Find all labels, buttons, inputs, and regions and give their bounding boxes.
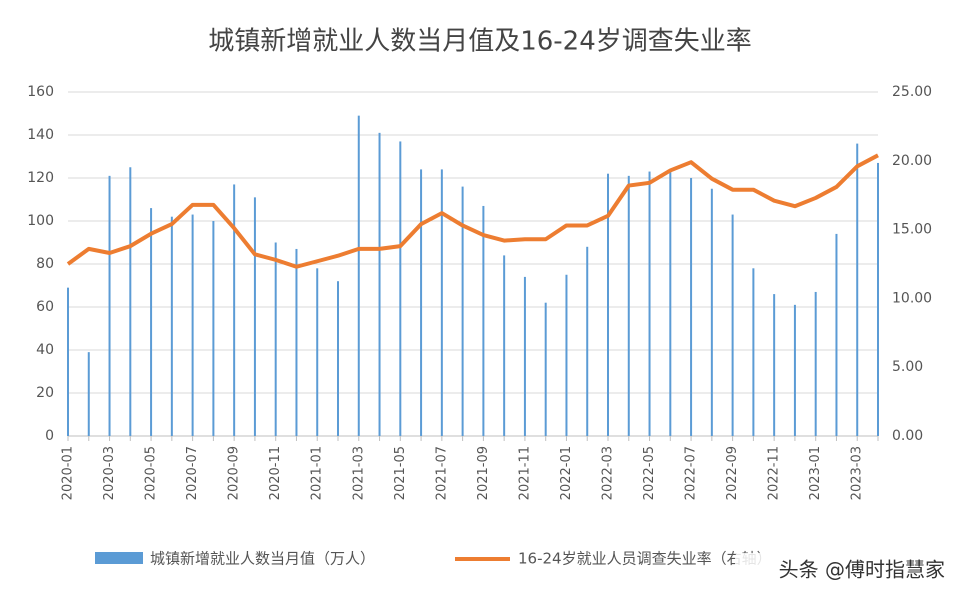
bar <box>544 302 547 436</box>
y-tick-label: 60 <box>36 299 54 315</box>
bar <box>503 255 506 436</box>
bar <box>399 141 402 436</box>
y-tick-label: 0 <box>45 428 54 444</box>
x-tick-label: 2021-09 <box>476 446 491 500</box>
x-tick-label: 2020-11 <box>268 446 283 500</box>
y-tick-label: 120 <box>27 170 54 186</box>
x-tick-label: 2020-07 <box>185 446 200 500</box>
bar <box>233 184 236 436</box>
x-tick-label: 2021-07 <box>434 446 449 500</box>
bar <box>108 175 111 436</box>
x-tick-label: 2020-05 <box>144 446 159 500</box>
watermark: 头条 @傅时指慧家 <box>779 558 945 582</box>
y2-tick-label: 0.00 <box>892 428 923 444</box>
x-tick-label: 2022-11 <box>767 446 782 500</box>
bar <box>586 246 589 436</box>
bar <box>752 268 755 436</box>
x-tick-label: 2022-03 <box>601 446 616 500</box>
bar <box>710 188 713 436</box>
x-tick-label: 2021-03 <box>351 446 366 500</box>
bar <box>627 175 630 436</box>
y-tick-label: 160 <box>27 84 54 100</box>
bar <box>191 214 194 436</box>
bar <box>170 216 173 436</box>
bar <box>87 352 90 436</box>
x-tick-label: 2022-09 <box>725 446 740 500</box>
y-tick-label: 140 <box>27 127 54 143</box>
bar <box>67 287 69 436</box>
x-tick-label: 2020-03 <box>102 446 117 500</box>
bar <box>212 221 215 436</box>
bar <box>607 173 609 436</box>
legend-swatch <box>95 552 143 564</box>
bar <box>731 214 734 436</box>
x-tick-label: 2023-03 <box>850 446 865 500</box>
bar <box>150 208 153 436</box>
y2-tick-label: 20.00 <box>892 153 932 169</box>
bar <box>856 143 859 436</box>
bar <box>295 248 298 436</box>
y-tick-label: 20 <box>36 385 54 401</box>
y2-tick-label: 10.00 <box>892 290 932 306</box>
x-tick-label: 2021-05 <box>393 446 408 500</box>
bar <box>129 167 132 436</box>
bar <box>357 115 360 437</box>
x-tick-label: 2021-01 <box>310 446 325 500</box>
bar <box>793 304 796 436</box>
bar <box>378 132 381 436</box>
x-tick-label: 2022-07 <box>684 446 699 500</box>
y-tick-label: 100 <box>27 213 54 229</box>
watermark-bg <box>735 553 955 589</box>
bar <box>690 178 693 436</box>
chart-title: 城镇新增就业人数当月值及16-24岁调查失业率 <box>208 27 752 57</box>
bar <box>773 294 776 436</box>
x-tick-label: 2020-09 <box>227 446 242 500</box>
bar <box>523 276 526 436</box>
y2-tick-label: 15.00 <box>892 222 932 238</box>
bar <box>835 233 838 436</box>
bar <box>814 291 817 436</box>
bar <box>669 169 672 436</box>
bar <box>337 281 339 436</box>
bar <box>274 242 277 436</box>
x-tick-label: 2021-11 <box>517 446 532 500</box>
bar <box>420 169 423 436</box>
x-tick-label: 2023-01 <box>808 446 823 500</box>
bar <box>461 186 464 436</box>
legend-label: 城镇新增就业人数当月值（万人） <box>150 550 375 568</box>
y-tick-label: 80 <box>36 256 54 272</box>
bar <box>565 274 568 436</box>
bar <box>253 197 256 436</box>
y2-tick-label: 25.00 <box>892 84 932 100</box>
bar <box>648 171 651 437</box>
x-tick-label: 2020-01 <box>61 446 76 500</box>
bar <box>482 205 485 436</box>
bar <box>440 169 443 436</box>
y-tick-label: 40 <box>36 342 54 358</box>
x-tick-label: 2022-01 <box>559 446 574 500</box>
legend-label: 16-24岁就业人员调查失业率（右轴） <box>518 550 772 568</box>
bar <box>877 162 879 436</box>
line <box>66 153 879 269</box>
y2-tick-label: 5.00 <box>892 359 923 375</box>
x-tick-label: 2022-05 <box>642 446 657 500</box>
bar <box>316 268 319 436</box>
